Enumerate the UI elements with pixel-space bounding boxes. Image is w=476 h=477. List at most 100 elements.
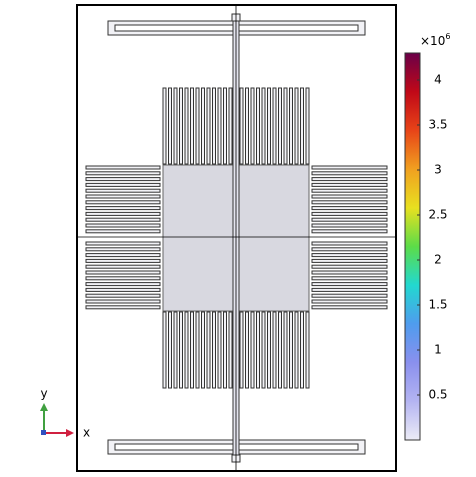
- colorbar-tick-label: 2: [434, 253, 442, 267]
- y-arrow-head: [40, 403, 48, 411]
- comb-finger: [85, 177, 161, 182]
- comb-finger: [311, 177, 388, 182]
- comb-finger: [311, 287, 388, 292]
- x-axis-label: x: [83, 426, 90, 440]
- comb-finger: [311, 282, 388, 287]
- comb-finger: [195, 311, 200, 389]
- comb-finger: [250, 311, 255, 389]
- colorbar-exponent: ×106: [420, 32, 450, 48]
- comb-finger: [217, 87, 222, 165]
- comb-finger: [278, 87, 282, 165]
- comb-finger: [267, 311, 271, 389]
- comb-finger: [85, 200, 161, 205]
- comb-finger: [311, 258, 388, 263]
- comb-finger: [168, 311, 172, 389]
- x-arrow-head: [66, 429, 74, 437]
- comb-finger: [162, 311, 167, 389]
- comb-finger: [311, 276, 388, 281]
- comb-finger: [311, 188, 388, 193]
- comb-finger: [311, 200, 388, 205]
- comb-finger: [283, 311, 288, 389]
- exponent-base: ×10: [420, 34, 445, 48]
- comb-finger: [311, 241, 388, 246]
- comb-finger: [305, 87, 310, 165]
- comb-finger: [272, 311, 277, 389]
- comb-finger: [85, 165, 161, 170]
- comb-finger: [179, 311, 183, 389]
- comb-finger: [85, 282, 161, 287]
- comb-finger: [311, 264, 388, 269]
- comb-finger: [206, 87, 211, 165]
- comb-finger: [289, 87, 293, 165]
- comb-finger: [85, 293, 161, 298]
- comb-finger: [206, 311, 211, 389]
- comb-finger: [85, 264, 161, 269]
- comb-finger: [300, 311, 304, 389]
- comb-finger: [179, 87, 183, 165]
- comb-finger: [294, 87, 299, 165]
- comb-finger: [201, 87, 205, 165]
- comb-finger: [250, 87, 255, 165]
- comb-finger: [85, 276, 161, 281]
- comb-finger: [212, 87, 216, 165]
- comb-finger: [85, 287, 161, 292]
- comb-finger: [300, 87, 304, 165]
- colorbar: [404, 52, 421, 441]
- comb-finger: [85, 241, 161, 246]
- comb-finger: [311, 293, 388, 298]
- comb-finger: [201, 311, 205, 389]
- plot-frame: [76, 4, 397, 472]
- comb-finger: [245, 311, 249, 389]
- comb-finger: [217, 311, 222, 389]
- comb-finger: [305, 311, 310, 389]
- comb-finger: [294, 311, 299, 389]
- comb-finger: [184, 87, 189, 165]
- comb-finger: [311, 217, 388, 222]
- comb-finger: [85, 217, 161, 222]
- comb-finger: [85, 171, 161, 176]
- comb-finger: [223, 311, 227, 389]
- comb-finger: [85, 305, 161, 310]
- colorbar-tick-label: 1: [434, 343, 442, 357]
- comb-finger: [311, 182, 388, 187]
- comb-finger: [85, 229, 161, 234]
- comb-finger: [311, 211, 388, 216]
- comb-finger: [311, 194, 388, 199]
- comb-finger: [85, 223, 161, 228]
- comb-finger: [228, 87, 233, 165]
- comb-finger: [239, 87, 244, 165]
- comb-finger: [311, 299, 388, 304]
- comb-finger: [85, 206, 161, 211]
- comb-finger: [261, 311, 266, 389]
- comb-finger: [212, 311, 216, 389]
- comb-finger: [311, 247, 388, 252]
- comb-finger: [311, 206, 388, 211]
- colorbar-tick-label: 4: [434, 73, 442, 87]
- colorbar-tick-label: 1.5: [428, 298, 447, 312]
- comb-finger: [256, 311, 260, 389]
- comb-finger: [223, 87, 227, 165]
- comb-finger: [85, 299, 161, 304]
- comb-finger: [239, 311, 244, 389]
- colorbar-tick-label: 2.5: [428, 208, 447, 222]
- comb-finger: [283, 87, 288, 165]
- comb-finger: [173, 311, 178, 389]
- comb-finger: [278, 311, 282, 389]
- comb-finger: [311, 223, 388, 228]
- comb-finger: [85, 211, 161, 216]
- colorbar-tick-label: 3: [434, 163, 442, 177]
- comb-finger: [184, 311, 189, 389]
- triad-origin: [41, 430, 46, 435]
- comb-finger: [85, 247, 161, 252]
- comb-finger: [85, 258, 161, 263]
- colorbar-tick-label: 3.5: [428, 118, 447, 132]
- comb-finger: [272, 87, 277, 165]
- comb-finger: [256, 87, 260, 165]
- comb-finger: [85, 194, 161, 199]
- comb-finger: [85, 270, 161, 275]
- comb-finger: [85, 182, 161, 187]
- comb-finger: [311, 165, 388, 170]
- comb-finger: [162, 87, 167, 165]
- comb-finger: [190, 311, 194, 389]
